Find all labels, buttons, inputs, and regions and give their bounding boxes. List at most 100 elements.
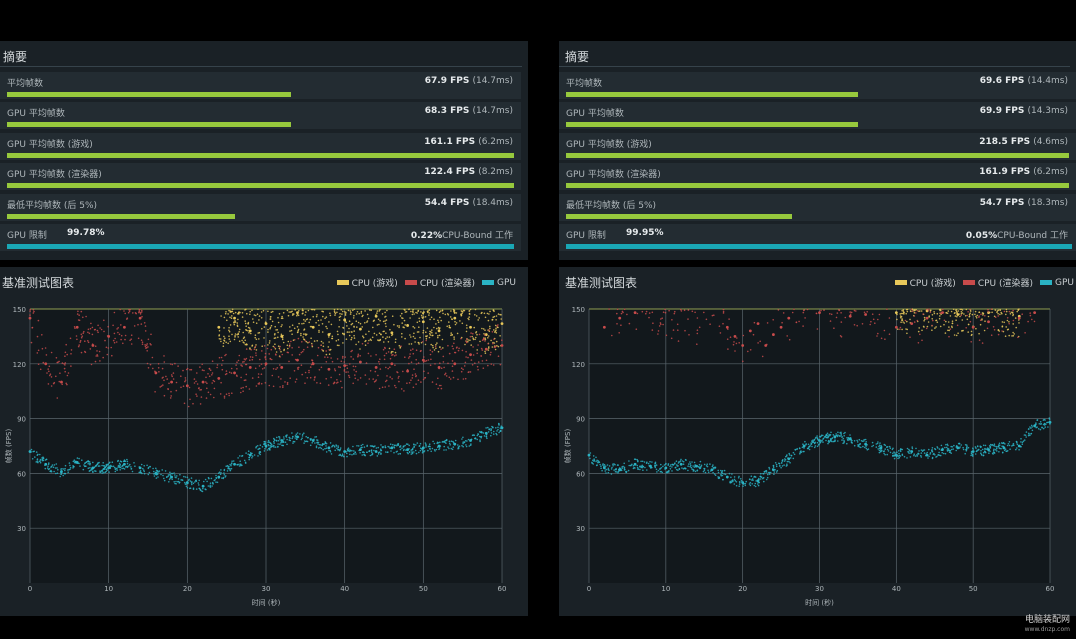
data-point bbox=[417, 331, 420, 333]
data-point bbox=[467, 356, 469, 359]
data-point bbox=[470, 332, 472, 334]
data-point bbox=[111, 461, 114, 463]
data-point bbox=[438, 311, 441, 313]
data-point bbox=[599, 463, 601, 466]
data-point bbox=[768, 466, 770, 469]
data-point bbox=[979, 445, 981, 447]
data-point bbox=[477, 319, 480, 321]
data-point bbox=[439, 441, 441, 444]
data-point bbox=[180, 479, 182, 481]
data-point bbox=[689, 465, 691, 468]
data-point bbox=[137, 337, 140, 340]
data-point bbox=[342, 327, 345, 329]
data-point bbox=[866, 444, 868, 446]
data-point bbox=[96, 354, 98, 356]
data-point bbox=[29, 310, 31, 312]
data-point bbox=[893, 455, 895, 457]
data-point bbox=[737, 477, 740, 479]
data-point bbox=[181, 479, 184, 481]
data-point bbox=[229, 463, 231, 466]
data-point bbox=[286, 351, 289, 354]
data-point bbox=[906, 328, 908, 331]
data-point bbox=[968, 315, 971, 317]
data-point bbox=[92, 461, 94, 464]
data-point bbox=[425, 331, 427, 333]
data-point bbox=[272, 345, 275, 348]
data-point bbox=[346, 364, 348, 367]
data-point bbox=[713, 314, 715, 316]
data-point bbox=[325, 447, 328, 449]
data-point bbox=[399, 315, 402, 317]
data-point bbox=[479, 439, 481, 441]
data-point bbox=[1028, 428, 1030, 430]
data-point bbox=[223, 474, 226, 476]
data-point bbox=[348, 327, 350, 330]
data-point bbox=[195, 380, 197, 383]
data-point bbox=[935, 326, 937, 328]
data-point bbox=[322, 342, 324, 344]
stat-row: GPU 平均帧数 (渲染器) 161.9 FPS (6.2ms) bbox=[559, 163, 1076, 190]
data-point bbox=[337, 366, 340, 368]
data-point bbox=[411, 377, 414, 379]
data-point bbox=[783, 460, 786, 462]
data-point bbox=[380, 453, 382, 455]
data-point bbox=[696, 343, 698, 345]
gpu-limit-label: GPU 限制 bbox=[566, 231, 606, 241]
data-point bbox=[668, 309, 670, 312]
data-point bbox=[744, 482, 747, 485]
data-point bbox=[596, 459, 598, 462]
data-point bbox=[815, 436, 817, 439]
data-point bbox=[444, 313, 447, 316]
data-point bbox=[474, 308, 477, 311]
data-point bbox=[248, 456, 251, 459]
data-point bbox=[906, 332, 908, 335]
data-point bbox=[659, 322, 662, 324]
data-point bbox=[1036, 426, 1038, 428]
data-point bbox=[314, 376, 316, 378]
data-point bbox=[925, 316, 929, 320]
data-point bbox=[766, 322, 769, 324]
data-point bbox=[664, 311, 667, 314]
data-point bbox=[331, 335, 334, 338]
data-point bbox=[188, 386, 191, 389]
data-point bbox=[281, 324, 283, 326]
data-point bbox=[961, 312, 964, 314]
data-point bbox=[321, 348, 323, 351]
data-point bbox=[839, 435, 841, 438]
data-point bbox=[73, 461, 76, 463]
data-point bbox=[592, 459, 594, 462]
legend-gpu: GPU bbox=[1040, 278, 1074, 288]
data-point bbox=[113, 466, 116, 469]
data-point bbox=[224, 354, 226, 357]
data-point bbox=[378, 451, 381, 453]
data-point bbox=[318, 369, 321, 371]
data-point bbox=[826, 432, 829, 435]
data-point bbox=[295, 435, 297, 437]
data-point bbox=[79, 465, 81, 467]
data-point bbox=[796, 448, 798, 451]
data-point bbox=[45, 354, 48, 356]
stat-value: 218.5 FPS (4.6ms) bbox=[979, 137, 1068, 147]
data-point bbox=[357, 321, 360, 324]
data-point bbox=[726, 338, 729, 340]
data-point bbox=[705, 318, 708, 321]
data-point bbox=[87, 460, 90, 463]
data-point bbox=[72, 467, 74, 469]
data-point bbox=[765, 478, 768, 481]
data-point bbox=[200, 396, 203, 398]
gpu-limit-row: GPU 限制 99.95% 0.05%CPU-Bound 工作 bbox=[559, 224, 1076, 251]
data-point bbox=[187, 405, 190, 408]
data-point bbox=[450, 440, 453, 442]
data-point bbox=[240, 376, 242, 379]
data-point bbox=[353, 314, 355, 317]
data-point bbox=[821, 439, 823, 442]
data-point bbox=[432, 346, 434, 349]
stat-bar bbox=[566, 214, 792, 219]
data-point bbox=[835, 433, 837, 435]
data-point bbox=[279, 349, 281, 351]
data-point bbox=[863, 311, 866, 314]
data-point bbox=[122, 342, 124, 345]
data-point bbox=[84, 340, 86, 342]
data-point bbox=[218, 356, 221, 359]
data-point bbox=[382, 336, 384, 338]
